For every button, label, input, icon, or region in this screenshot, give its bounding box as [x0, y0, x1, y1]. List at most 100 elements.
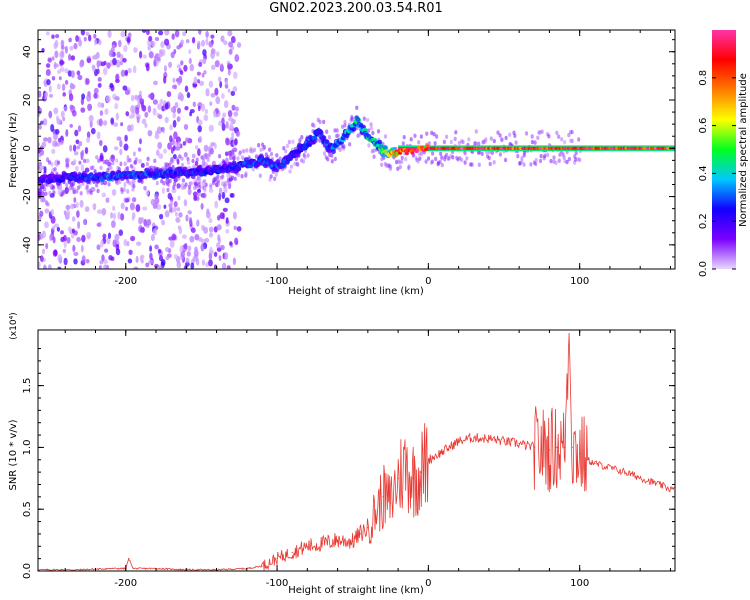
spectrogram-noise-cell [50, 216, 56, 224]
spectrogram-noise-cell [173, 201, 178, 208]
spectrogram-halo-cell [238, 151, 242, 156]
spectrogram-noise-cell [80, 244, 84, 253]
spectrogram-noise-cell [166, 91, 172, 98]
spectrogram-noise-cell [73, 42, 78, 50]
spectrogram-noise-cell [223, 40, 228, 46]
spectrogram-noise-cell [51, 56, 55, 61]
spectrogram-ridge-cell [405, 151, 409, 156]
spectrogram-halo-cell [95, 183, 99, 188]
spectrogram-halo-cell [252, 147, 257, 153]
spectrogram-noise-cell [53, 107, 59, 115]
spectrogram-noise-cell [51, 34, 55, 39]
spectrogram-noise-cell [65, 204, 71, 211]
spectrogram-noise-cell [44, 221, 49, 229]
spectrogram-noise-cell [213, 110, 217, 118]
spectrogram-noise-cell [217, 234, 221, 242]
spectrogram-xlabel: Height of straight line (km) [288, 286, 424, 297]
spectrogram-noise-cell [183, 242, 188, 250]
spectrogram-halo-cell [173, 181, 177, 187]
spectrogram-noise-cell [172, 77, 176, 83]
spectrogram-noise-cell [157, 248, 162, 254]
spectrogram-noise-cell [103, 264, 108, 269]
spectrogram-noise-cell [148, 93, 153, 99]
spectrogram-noise-cell [88, 115, 94, 122]
spectrogram-noise-cell [69, 82, 74, 90]
spectrogram-halo-cell [500, 137, 504, 143]
snr-ylabel: SNR (10 * v/v) [8, 419, 19, 490]
spectrogram-noise-cell [198, 237, 203, 242]
spectrogram-noise-cell [69, 123, 73, 128]
snr-point [359, 533, 361, 535]
spectrogram-noise-cell [227, 30, 233, 37]
spectrogram-halo-cell [52, 185, 56, 190]
spectrogram-ridge-cell [331, 149, 336, 155]
snr-marks [38, 333, 675, 571]
spectrogram-noise-cell [190, 262, 195, 269]
spectrogram-noise-cell [163, 148, 167, 154]
spectrogram-noise-cell [197, 105, 201, 111]
spectrogram-noise-cell [218, 192, 222, 201]
spectrogram-noise-cell [191, 36, 196, 44]
spectrogram-halo-cell [467, 137, 471, 142]
spectrogram-noise-cell [96, 60, 100, 69]
spectrogram-noise-cell [217, 76, 222, 83]
spectrogram-noise-cell [42, 118, 48, 126]
spectrogram-halo-cell [288, 169, 292, 174]
spectrogram-noise-cell [136, 241, 142, 246]
spectrogram-halo-cell [116, 166, 120, 171]
spectrogram-halo-cell [366, 117, 370, 123]
spectrogram-noise-cell [169, 207, 173, 213]
spectrogram-halo-cell [166, 187, 170, 193]
spectrogram-halo-cell [269, 151, 274, 157]
spectrogram-noise-cell [92, 64, 96, 72]
spectrogram-noise-cell [203, 185, 207, 193]
spectrogram-noise-cell [56, 115, 59, 122]
spectrogram-halo-cell [446, 156, 450, 161]
snr-point [110, 567, 112, 570]
spectrogram-noise-cell [75, 34, 79, 43]
spectrogram-halo-cell [376, 129, 381, 134]
spectrogram-noise-cell [113, 212, 116, 220]
spectrogram-noise-cell [209, 101, 213, 106]
spectrogram-halo-cell [487, 155, 491, 161]
spectrogram-noise-cell [81, 255, 86, 264]
spectrogram-noise-cell [85, 78, 90, 85]
spectrogram-halo-cell [146, 156, 150, 162]
spectrogram-noise-cell [51, 148, 56, 155]
spectrogram-halo-cell [563, 140, 567, 145]
spectrogram-halo-cell [38, 161, 42, 166]
spectrogram-noise-cell [185, 214, 189, 222]
spectrogram-noise-cell [139, 227, 144, 233]
spectrogram-noise-cell [158, 114, 163, 120]
spectrogram-noise-cell [73, 197, 77, 203]
snr-point [594, 462, 596, 465]
spectrogram-noise-cell [208, 217, 213, 224]
spectrogram-noise-cell [103, 259, 108, 264]
spectrogram-noise-cell [39, 255, 44, 262]
spectrogram-noise-cell [152, 203, 158, 209]
spectrogram-noise-cell [191, 153, 196, 159]
spectrogram-noise-cell [164, 38, 170, 46]
spectrogram-noise-cell [142, 105, 147, 112]
spectrogram-noise-cell [102, 67, 108, 76]
spectrogram-halo-cell [155, 180, 159, 186]
snr-point [397, 477, 399, 479]
spectrogram-noise-cell [210, 92, 216, 98]
spectrogram-noise-cell [118, 229, 124, 237]
spectrogram-halo-cell [338, 147, 342, 152]
spectrogram-ridge-cell [311, 135, 318, 142]
spectrogram-noise-cell [221, 262, 227, 269]
spectrogram-noise-cell [134, 94, 139, 101]
spectrogram-halo-cell [178, 154, 182, 159]
spectrogram-halo-cell [529, 162, 533, 167]
spectrogram-marks [38, 30, 675, 269]
spectrogram-halo-cell [465, 156, 469, 161]
spectrogram-halo-cell [240, 174, 244, 179]
spectrogram-noise-cell [159, 50, 164, 58]
spectrogram-noise-cell [158, 264, 162, 269]
spectrogram-noise-cell [104, 248, 109, 253]
spectrogram-noise-cell [177, 107, 181, 114]
spectrogram-halo-cell [212, 180, 216, 186]
x-tick-label: 100 [570, 276, 589, 287]
spectrogram-noise-cell [170, 106, 175, 113]
